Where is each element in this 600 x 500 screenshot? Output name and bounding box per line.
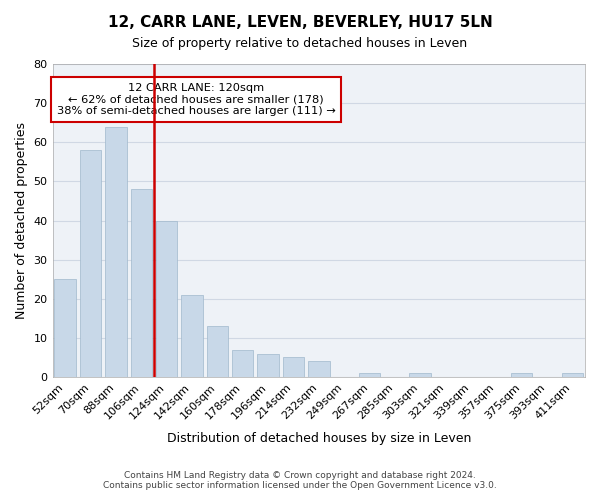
- Bar: [283, 358, 304, 377]
- Bar: [181, 295, 203, 377]
- Bar: [308, 362, 329, 377]
- Bar: [105, 126, 127, 377]
- Bar: [131, 189, 152, 377]
- Bar: [409, 373, 431, 377]
- Bar: [562, 373, 583, 377]
- Text: 12 CARR LANE: 120sqm
← 62% of detached houses are smaller (178)
38% of semi-deta: 12 CARR LANE: 120sqm ← 62% of detached h…: [57, 83, 335, 116]
- Text: Contains HM Land Registry data © Crown copyright and database right 2024.
Contai: Contains HM Land Registry data © Crown c…: [103, 470, 497, 490]
- Bar: [80, 150, 101, 377]
- Bar: [511, 373, 532, 377]
- Bar: [359, 373, 380, 377]
- Text: Size of property relative to detached houses in Leven: Size of property relative to detached ho…: [133, 38, 467, 51]
- X-axis label: Distribution of detached houses by size in Leven: Distribution of detached houses by size …: [167, 432, 471, 445]
- Bar: [55, 279, 76, 377]
- Bar: [156, 220, 178, 377]
- Text: 12, CARR LANE, LEVEN, BEVERLEY, HU17 5LN: 12, CARR LANE, LEVEN, BEVERLEY, HU17 5LN: [107, 15, 493, 30]
- Bar: [257, 354, 279, 377]
- Bar: [206, 326, 228, 377]
- Y-axis label: Number of detached properties: Number of detached properties: [15, 122, 28, 319]
- Bar: [232, 350, 253, 377]
